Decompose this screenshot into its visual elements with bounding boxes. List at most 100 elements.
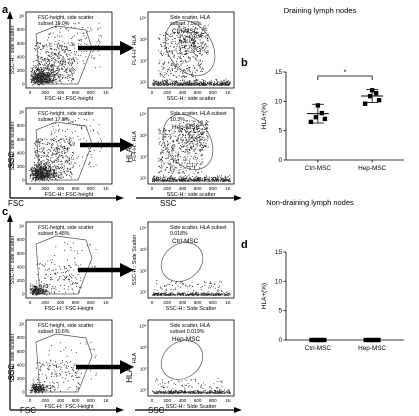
y-tick-label: 800 (17, 237, 25, 242)
y-tick-label: 10 (275, 278, 283, 285)
panel-a-ssc-label: SSC (7, 152, 16, 169)
event-dots (29, 242, 97, 296)
x-tick-label: 600 (72, 300, 80, 305)
gate-polygon (35, 25, 93, 85)
gate-label-line: 0.018% (170, 231, 188, 237)
plot-frame (147, 221, 235, 299)
data-point (319, 110, 325, 116)
flow-plot-c1-left: FSC-height, side scatter subset 5.48% 0 200… (10, 221, 113, 312)
gate-label-line: FSC-height, side scatter (38, 323, 94, 329)
x-axis-title: FSC-H:: FSC-Height (44, 306, 94, 312)
x-tick-label: 1K (103, 186, 110, 191)
event-dots (152, 24, 231, 86)
gate-ellipse (162, 114, 214, 170)
x-axis-title: SSC-H:: side scatter (167, 96, 216, 102)
y-tick-label: 5 (278, 128, 282, 135)
gate-label-line: 10.3% (170, 117, 185, 123)
plot-frame (25, 319, 113, 397)
x-tick-label: 400 (57, 90, 65, 95)
data-point (308, 119, 314, 125)
x-tick-label: 0 (29, 90, 32, 95)
y-tick-label: 5 (278, 308, 282, 315)
y-tick-label: 1K (19, 322, 26, 327)
x-tick-label: 600 (194, 90, 202, 95)
flow-plot-a2-right: Side scatter, HLA subset 10.3%Hep-MSC 0 200… (132, 107, 235, 198)
gate-label: FSC-height, side scatter subset 10.6% (38, 323, 94, 335)
section-title-draining: Draining lymph nodes (284, 6, 357, 15)
y-tick-label: 200 (17, 68, 25, 73)
gate-label-line: subset 17.8% (38, 117, 70, 123)
data-point (363, 337, 368, 343)
y-tick-label: 10³ (140, 133, 147, 138)
y-axis-title: SSC-H:: side scatter (10, 25, 16, 74)
gate-label-line: subset 0.019% (170, 329, 205, 335)
event-dots (152, 378, 231, 394)
y-axis-title: HLA+(%) (261, 103, 268, 129)
x-tick-label: 200 (163, 300, 171, 305)
y-tick-label: 10¹ (140, 388, 147, 393)
flow-plots: FSC-height, side scatter subset 19.0%0 200… (10, 11, 235, 410)
data-point (373, 337, 378, 343)
x-tick-label: 1K (225, 186, 232, 191)
y-axis-title: FL4-H:: HLA (132, 35, 138, 65)
panel-d-chart: 0 5 10 15 HLA+(%) Ctrl-MSC Hep-MSC (261, 249, 404, 352)
x-tick-label: 1K (103, 398, 110, 403)
y-tick-label: 400 (17, 362, 25, 367)
x-tick-label: 200 (41, 186, 49, 191)
x-tick-label: 800 (87, 186, 95, 191)
y-tick-label: 10³ (140, 247, 147, 252)
category-label: Hep-MSC (358, 165, 386, 172)
panel-a-hla-label: HLA (125, 147, 134, 163)
y-tick-label: 10⁴ (139, 324, 146, 329)
x-tick-label: 800 (209, 300, 217, 305)
y-tick-label: 600 (17, 349, 25, 354)
x-tick-label: 200 (163, 398, 171, 403)
gate-label-line: FSC-height, side scatter (38, 111, 94, 117)
x-axis-title: FSC-H:: FSC-height (45, 96, 94, 102)
panel-letter-a: a (2, 4, 9, 16)
y-tick-label: 10² (140, 366, 147, 371)
gate-ellipse (160, 340, 204, 380)
panel-a-fsc-label: FSC (8, 199, 24, 208)
gate-label: FSC-height, side scatter subset 19.0% (38, 15, 94, 27)
y-tick-label: 200 (17, 376, 25, 381)
y-tick-label: 15 (275, 249, 283, 256)
x-axis-title: SSC-H:: Side Scatter (166, 404, 217, 410)
gate-label: Side scatter, HLA subset 0.018% (170, 225, 227, 237)
x-tick-label: 800 (87, 90, 95, 95)
gate-label-line: subset 10.6% (38, 329, 70, 335)
flow-plot-a1-right: Side scatter, HLA subset 7.59%Ctrl-MSC 0 20… (132, 11, 235, 102)
y-tick-label: 10⁴ (139, 16, 146, 21)
x-tick-label: 400 (179, 398, 187, 403)
y-axis-title: HLA+(%) (261, 283, 268, 309)
category-label: Ctrl-MSC (305, 165, 332, 172)
panel-c-ssc-label: SSC (7, 364, 16, 381)
gate-label-line: subset 19.0% (38, 21, 70, 27)
x-axis-title: FSC-H:: FSC-Height (44, 404, 94, 410)
y-tick-label: 10¹ (140, 176, 147, 181)
gate-label-line: subset 7.59% (170, 21, 202, 27)
gate-polygon (35, 235, 93, 295)
x-tick-label: 200 (41, 398, 49, 403)
y-tick-label: 10² (140, 268, 147, 273)
data-point (318, 337, 324, 343)
gate-label: Side scatter, HLA subset 0.019% (170, 323, 211, 335)
data-point (315, 337, 321, 343)
y-axis-title: SSC-H:: side scatter (10, 121, 16, 170)
x-tick-label: 0 (151, 186, 154, 191)
x-tick-label: 1K (103, 90, 110, 95)
y-tick-label: 0 (22, 292, 25, 297)
x-tick-label: 600 (72, 90, 80, 95)
x-tick-label: 1K (225, 398, 232, 403)
y-tick-label: 0 (22, 82, 25, 87)
x-tick-label: 1K (225, 90, 232, 95)
flow-plot-c1-right: Side scatter, HLA subset 0.018%Ctrl-MSC 0 2… (132, 221, 235, 312)
panel-b-chart: 0 5 10 15 HLA+(%) Ctrl-MSC Hep-MSC * (261, 69, 404, 172)
gate-arrows (76, 41, 134, 374)
x-tick-label: 0 (29, 398, 32, 403)
y-tick-label: 10³ (140, 37, 147, 42)
x-tick-label: 0 (151, 300, 154, 305)
x-tick-label: 400 (179, 300, 187, 305)
y-tick-label: 1K (19, 224, 26, 229)
